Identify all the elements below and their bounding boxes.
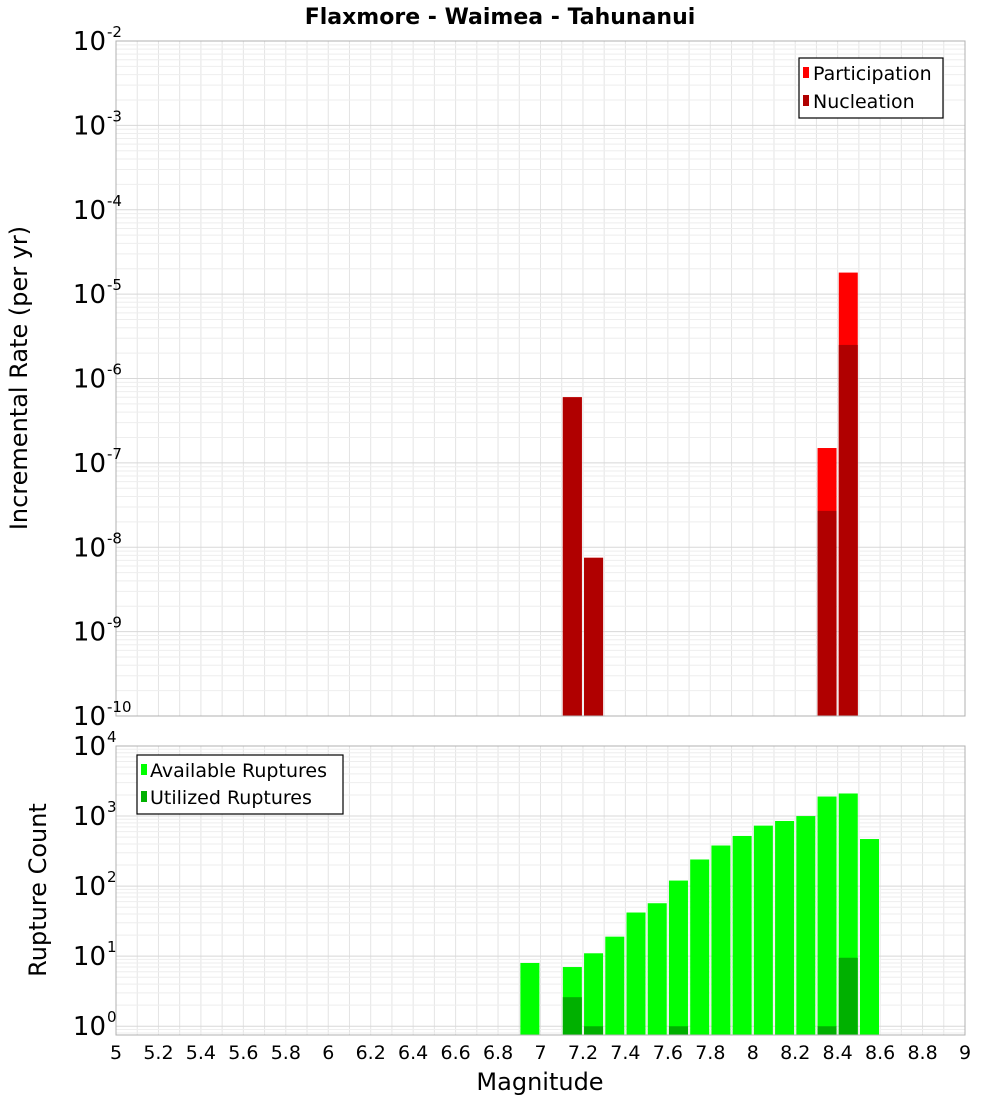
rate-y-ticks: 10-210-310-410-510-610-710-810-910-10 [73,23,132,732]
count-y-tick-base: 10 [73,942,106,972]
x-tick-label: 5.6 [228,1042,258,1064]
rate-y-tick-base: 10 [73,280,106,310]
count-y-tick-exponent: 4 [107,728,117,746]
rate-y-tick-exponent: -7 [107,445,122,463]
rate-legend: Participation Nucleation [798,57,944,119]
rate-y-tick-exponent: -10 [107,698,132,716]
available-ruptures-bar [626,912,646,1035]
x-tick-label: 8.2 [780,1042,810,1064]
available-ruptures-bar [690,859,710,1035]
x-tick-label: 6 [322,1042,334,1064]
rate-plot-frame [115,40,966,717]
rate-y-tick-base: 10 [73,702,106,732]
x-tick-label: 5.4 [186,1042,216,1064]
x-tick-label: 6.8 [483,1042,513,1064]
rate-y-tick-base: 10 [73,196,106,226]
rate-grid [115,41,966,717]
nucleation-legend-swatch [803,95,809,106]
rate-y-tick-base: 10 [73,27,106,57]
participation-legend-swatch [803,67,809,78]
rate-legend-box [798,57,944,119]
utilized-ruptures-bar [838,957,858,1035]
x-tick-label: 7.2 [568,1042,598,1064]
utilized-legend-label: Utilized Ruptures [150,787,312,809]
count-y-tick-exponent: 2 [107,868,117,886]
count-legend-box [136,754,344,815]
x-tick-label: 8.8 [907,1042,937,1064]
rate-y-tick-base: 10 [73,365,106,395]
x-tick-label: 5.2 [143,1042,173,1064]
x-tick-label: 7 [534,1042,546,1064]
count-y-axis-title: Rupture Count [24,803,52,977]
count-plot-frame [115,745,966,1036]
available-ruptures-bar [605,936,625,1035]
x-tick-label: 8.4 [823,1042,853,1064]
x-axis-title: Magnitude [476,1068,603,1096]
available-ruptures-bar [859,839,879,1035]
rate-y-tick-base: 10 [73,533,106,563]
rate-bars [562,272,858,716]
participation-legend-label: Participation [813,63,932,85]
rate-y-tick-exponent: -8 [107,529,122,547]
available-legend-label: Available Ruptures [150,760,327,782]
x-tick-label: 5.8 [271,1042,301,1064]
count-y-tick-base: 10 [73,802,106,832]
available-ruptures-bar [753,825,773,1035]
available-ruptures-bar [732,835,752,1035]
available-legend-swatch [141,764,147,775]
available-ruptures-bar [668,880,688,1035]
x-tick-label: 7.6 [653,1042,683,1064]
magnitude-x-ticks: 5 5.2 5.4 5.6 5.8 6 6.2 6.4 6.6 6.8 7 7.2 7.4 7.6 7.8 8… [110,1042,971,1064]
x-tick-label: 7.4 [610,1042,640,1064]
nucleation-legend-label: Nucleation [813,91,915,113]
count-y-tick-exponent: 3 [107,798,117,816]
rate-y-tick-exponent: -2 [107,23,122,41]
count-y-tick-exponent: 1 [107,938,117,956]
available-ruptures-bar [817,796,837,1035]
available-ruptures-bar [647,903,667,1035]
count-legend: Available Ruptures Utilized Ruptures [136,754,344,815]
x-tick-label: 6.2 [356,1042,386,1064]
available-ruptures-bar [711,845,731,1035]
x-tick-label: 8 [747,1042,759,1064]
x-tick-label: 6.4 [398,1042,428,1064]
x-tick-label: 9 [959,1042,971,1064]
x-tick-label: 6.6 [440,1042,470,1064]
count-bars [520,793,879,1035]
utilized-ruptures-bar [668,1026,688,1035]
available-ruptures-bar [584,953,604,1035]
rate-y-tick-exponent: -9 [107,614,122,632]
rate-panel: 10-210-310-410-510-610-710-810-910-10 In… [5,23,966,732]
utilized-ruptures-bar [584,1026,604,1035]
available-ruptures-bar [775,821,795,1035]
x-tick-label: 7.8 [695,1042,725,1064]
rate-y-tick-base: 10 [73,449,106,479]
rate-y-tick-exponent: -6 [107,361,122,379]
nucleation-bar [584,557,604,716]
count-y-tick-base: 10 [73,872,106,902]
available-ruptures-bar [796,816,816,1035]
x-tick-label: 5 [110,1042,122,1064]
utilized-ruptures-bar [817,1026,837,1035]
rate-y-tick-exponent: -5 [107,276,122,294]
rate-y-tick-exponent: -3 [107,107,122,125]
count-y-tick-base: 10 [73,1012,106,1042]
nucleation-bar [817,510,837,716]
nucleation-bar [838,344,858,716]
rate-y-axis-title: Incremental Rate (per yr) [5,226,33,530]
available-ruptures-bar [520,962,540,1035]
utilized-legend-swatch [141,791,147,802]
rate-y-tick-base: 10 [73,111,106,141]
rate-y-tick-base: 10 [73,618,106,648]
rate-y-tick-exponent: -4 [107,192,122,210]
utilized-ruptures-bar [562,997,582,1035]
chart-title: Flaxmore - Waimea - Tahunanui [305,5,696,30]
count-y-tick-exponent: 0 [107,1008,117,1026]
x-tick-label: 8.6 [865,1042,895,1064]
count-y-tick-base: 10 [73,732,106,762]
nucleation-bar [562,397,582,716]
